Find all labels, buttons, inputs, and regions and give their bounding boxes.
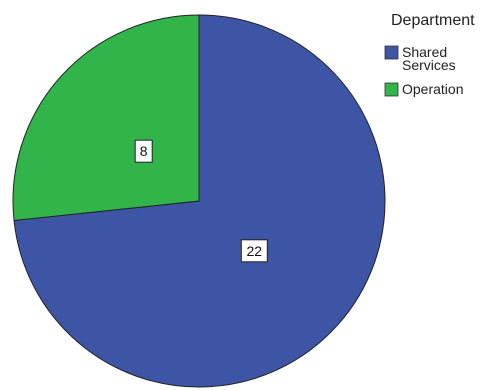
legend: Department Shared Services Operation	[384, 12, 475, 97]
legend-label-operation: Operation	[402, 81, 463, 97]
legend-swatch-shared-services	[384, 45, 399, 60]
legend-label-shared-services: Shared Services	[402, 44, 456, 73]
pie-slice-operation	[12, 14, 200, 221]
legend-items: Shared Services Operation	[384, 44, 463, 97]
legend-title: Department	[391, 12, 475, 29]
pie-slice-shared-services	[13, 14, 386, 388]
legend-swatch-operation	[384, 82, 399, 97]
data-label-operation: 8	[140, 143, 148, 159]
data-label-shared-services: 22	[247, 243, 263, 259]
pie-slices	[12, 14, 386, 388]
data-label-box-shared-services	[240, 239, 268, 263]
data-label-box-operation	[134, 139, 153, 163]
pie-data-labels: 22 8	[134, 139, 268, 263]
